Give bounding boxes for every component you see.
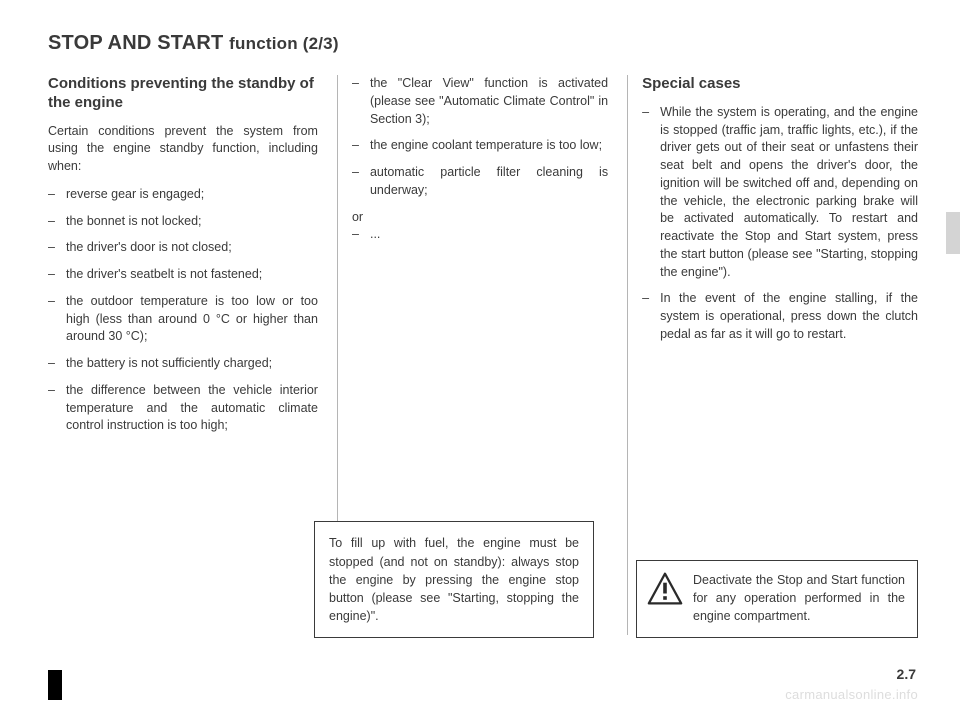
note-warning-box: Deactivate the Stop and Start function f… bbox=[636, 560, 918, 638]
manual-page: STOP AND START function (2/3) Conditions… bbox=[0, 0, 960, 710]
list-item: reverse gear is engaged; bbox=[48, 186, 318, 204]
col2-list-top: the "Clear View" function is activated (… bbox=[352, 75, 608, 200]
watermark-text: carmanualsonline.info bbox=[785, 687, 918, 702]
list-item: ... bbox=[352, 226, 608, 244]
list-item: the bonnet is not locked; bbox=[48, 213, 318, 231]
col1-heading: Conditions preventing the standby of the… bbox=[48, 75, 318, 113]
list-item: the driver's door is not closed; bbox=[48, 239, 318, 257]
title-main: STOP AND START bbox=[48, 32, 229, 54]
black-index-tab bbox=[48, 670, 62, 700]
col2-list-bottom: ... bbox=[352, 226, 608, 244]
section-tab bbox=[946, 212, 960, 254]
warning-icon bbox=[647, 571, 683, 607]
col1-intro: Certain conditions prevent the system fr… bbox=[48, 123, 318, 176]
list-item: the difference between the vehicle inter… bbox=[48, 382, 318, 435]
title-sub: function (2/3) bbox=[229, 34, 339, 53]
list-item: the "Clear View" function is activated (… bbox=[352, 75, 608, 128]
col3-list: While the system is operating, and the e… bbox=[642, 104, 918, 344]
list-item: In the event of the engine stalling, if … bbox=[642, 290, 918, 343]
list-item: the driver's seatbelt is not fastened; bbox=[48, 266, 318, 284]
list-item: the outdoor temperature is too low or to… bbox=[48, 293, 318, 346]
list-item: the engine coolant temperature is too lo… bbox=[352, 137, 608, 155]
list-item: the battery is not sufficiently charged; bbox=[48, 355, 318, 373]
column-3: Special cases While the system is operat… bbox=[628, 75, 918, 444]
page-title: STOP AND START function (2/3) bbox=[48, 32, 918, 55]
column-1: Conditions preventing the standby of the… bbox=[48, 75, 338, 444]
list-item: While the system is operating, and the e… bbox=[642, 104, 918, 282]
note-fuel-box: To fill up with fuel, the engine must be… bbox=[314, 521, 594, 638]
note-warning-text: Deactivate the Stop and Start function f… bbox=[693, 571, 905, 625]
col3-heading: Special cases bbox=[642, 75, 918, 94]
page-number: 2.7 bbox=[897, 666, 916, 682]
col1-list: reverse gear is engaged; the bonnet is n… bbox=[48, 186, 318, 435]
column-2: the "Clear View" function is activated (… bbox=[338, 75, 628, 444]
list-item: automatic particle filter cleaning is un… bbox=[352, 164, 608, 200]
note-fuel-text: To fill up with fuel, the engine must be… bbox=[329, 536, 579, 623]
content-columns: Conditions preventing the standby of the… bbox=[48, 75, 918, 444]
or-text: or bbox=[352, 209, 608, 227]
